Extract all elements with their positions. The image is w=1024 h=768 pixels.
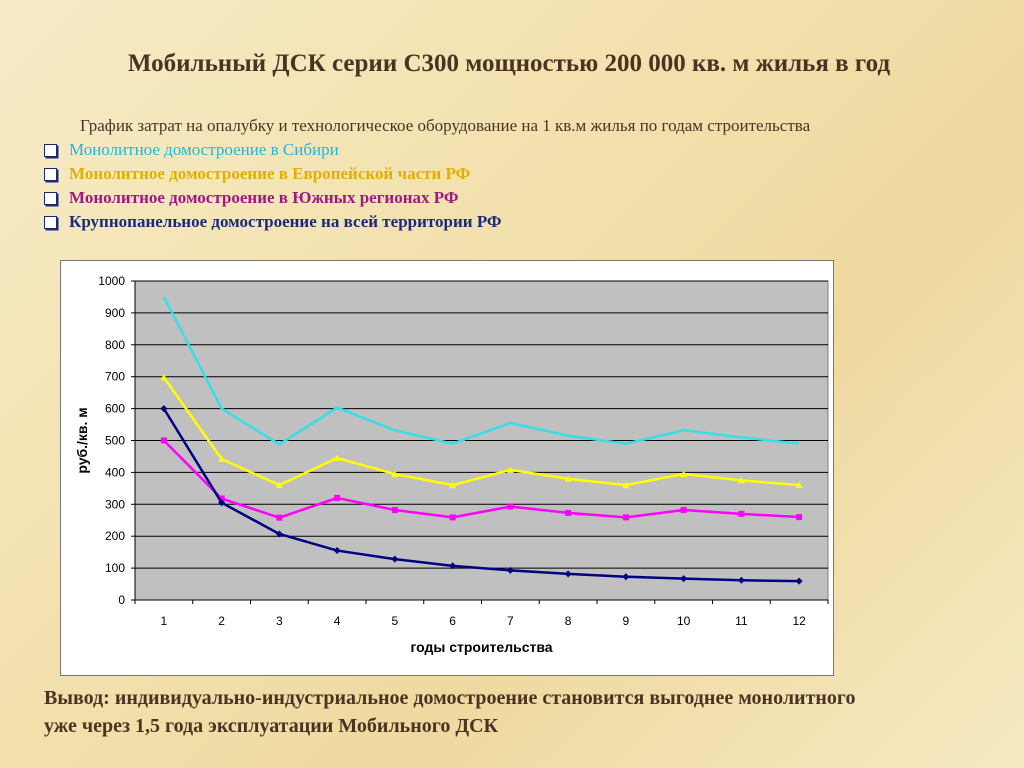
legend-list: Монолитное домостроение в Сибири Монолит… bbox=[44, 138, 502, 234]
data-point bbox=[160, 405, 168, 413]
y-tick-label: 600 bbox=[105, 402, 125, 416]
data-point bbox=[449, 514, 456, 521]
data-point bbox=[391, 470, 399, 477]
data-point bbox=[391, 555, 399, 563]
x-tick-label: 9 bbox=[623, 614, 630, 628]
checkbox-bullet-icon bbox=[44, 167, 57, 181]
x-tick-label: 5 bbox=[392, 614, 399, 628]
slide-title: Мобильный ДСК серии С300 мощностью 200 0… bbox=[127, 50, 891, 77]
data-point bbox=[737, 476, 745, 484]
data-point bbox=[391, 507, 398, 514]
data-point bbox=[275, 530, 283, 538]
data-point bbox=[795, 577, 803, 585]
y-tick-label: 200 bbox=[105, 529, 125, 543]
y-axis-title: руб./кв. м bbox=[74, 407, 90, 473]
conclusion-line: Вывод: индивидуально-индустриальное домо… bbox=[44, 687, 856, 709]
y-tick-labels: 0 100 200 300 400 500 600 700 800 900 1000 bbox=[98, 274, 125, 607]
data-point bbox=[565, 509, 572, 516]
x-tick-label: 2 bbox=[218, 614, 225, 628]
data-point bbox=[160, 373, 168, 381]
legend-item-label: Монолитное домостроение в Южных регионах… bbox=[69, 188, 459, 207]
data-point bbox=[622, 481, 630, 489]
x-tick-label: 4 bbox=[334, 614, 341, 628]
data-point bbox=[796, 514, 803, 521]
data-point bbox=[218, 499, 226, 507]
x-tick-labels: 1 2 3 4 5 6 7 8 9 10 11 12 bbox=[161, 614, 807, 628]
legend-item: Монолитное домостроение в Сибири bbox=[44, 138, 502, 162]
legend-item: Монолитное домостроение в Южных регионах… bbox=[44, 186, 502, 210]
legend-item-label: Монолитное домостроение в Европейской ча… bbox=[69, 164, 471, 183]
chart-subtitle: График затрат на опалубку и технологичес… bbox=[80, 116, 811, 135]
x-tick-label: 8 bbox=[565, 614, 572, 628]
y-tick-label: 300 bbox=[105, 497, 125, 511]
conclusion-text: Вывод: индивидуально-индустриальное домо… bbox=[44, 684, 1004, 740]
data-point bbox=[622, 514, 629, 521]
data-point bbox=[622, 573, 630, 581]
data-point bbox=[333, 454, 341, 462]
series-lines bbox=[160, 296, 803, 585]
conclusion-line: уже через 1,5 года эксплуатации Мобильно… bbox=[44, 715, 499, 737]
legend-item: Крупнопанельное домостроение на всей тер… bbox=[44, 210, 502, 234]
data-point bbox=[738, 510, 745, 517]
series-line-4 bbox=[162, 407, 800, 583]
data-point bbox=[160, 437, 167, 444]
data-point bbox=[506, 566, 514, 574]
y-tick-label: 0 bbox=[118, 593, 125, 607]
series-line-2 bbox=[162, 376, 800, 487]
data-point bbox=[795, 481, 803, 489]
y-tick-label: 700 bbox=[105, 370, 125, 384]
data-point bbox=[680, 507, 687, 514]
checkbox-bullet-icon bbox=[44, 191, 57, 205]
data-point bbox=[737, 576, 745, 584]
x-tick-label: 12 bbox=[792, 614, 806, 628]
gridlines bbox=[131, 280, 829, 604]
legend-item: Монолитное домостроение в Европейской ча… bbox=[44, 162, 502, 186]
x-tick-label: 11 bbox=[735, 614, 748, 628]
data-point bbox=[449, 562, 457, 570]
x-tick-label: 6 bbox=[449, 614, 456, 628]
y-tick-label: 1000 bbox=[98, 274, 125, 288]
x-tick-label: 1 bbox=[161, 614, 168, 628]
x-tick-label: 10 bbox=[677, 614, 691, 628]
data-point bbox=[334, 494, 341, 501]
series-line-3 bbox=[162, 439, 800, 519]
data-point bbox=[218, 455, 226, 463]
data-point bbox=[506, 466, 514, 473]
data-point bbox=[333, 547, 341, 555]
legend-item-label: Крупнопанельное домостроение на всей тер… bbox=[69, 212, 502, 231]
data-point bbox=[218, 495, 225, 502]
y-tick-label: 100 bbox=[105, 561, 125, 575]
y-tick-label: 900 bbox=[105, 306, 125, 320]
data-point bbox=[680, 470, 688, 477]
x-tick-label: 7 bbox=[507, 614, 514, 628]
y-tick-label: 400 bbox=[105, 465, 125, 479]
data-point bbox=[275, 481, 283, 489]
checkbox-bullet-icon bbox=[44, 215, 57, 229]
data-point bbox=[276, 514, 283, 521]
x-axis-title: годы строительства bbox=[410, 639, 552, 655]
data-point bbox=[564, 570, 572, 578]
series-line-1 bbox=[162, 296, 800, 446]
checkbox-bullet-icon bbox=[44, 143, 57, 157]
x-tick-label: 3 bbox=[276, 614, 283, 628]
data-point bbox=[680, 575, 688, 583]
legend-item-label: Монолитное домостроение в Сибири bbox=[69, 140, 339, 159]
data-point bbox=[449, 481, 457, 489]
y-tick-label: 500 bbox=[105, 434, 125, 448]
data-point bbox=[564, 475, 572, 482]
y-tick-label: 800 bbox=[105, 338, 125, 352]
data-point bbox=[507, 503, 514, 510]
